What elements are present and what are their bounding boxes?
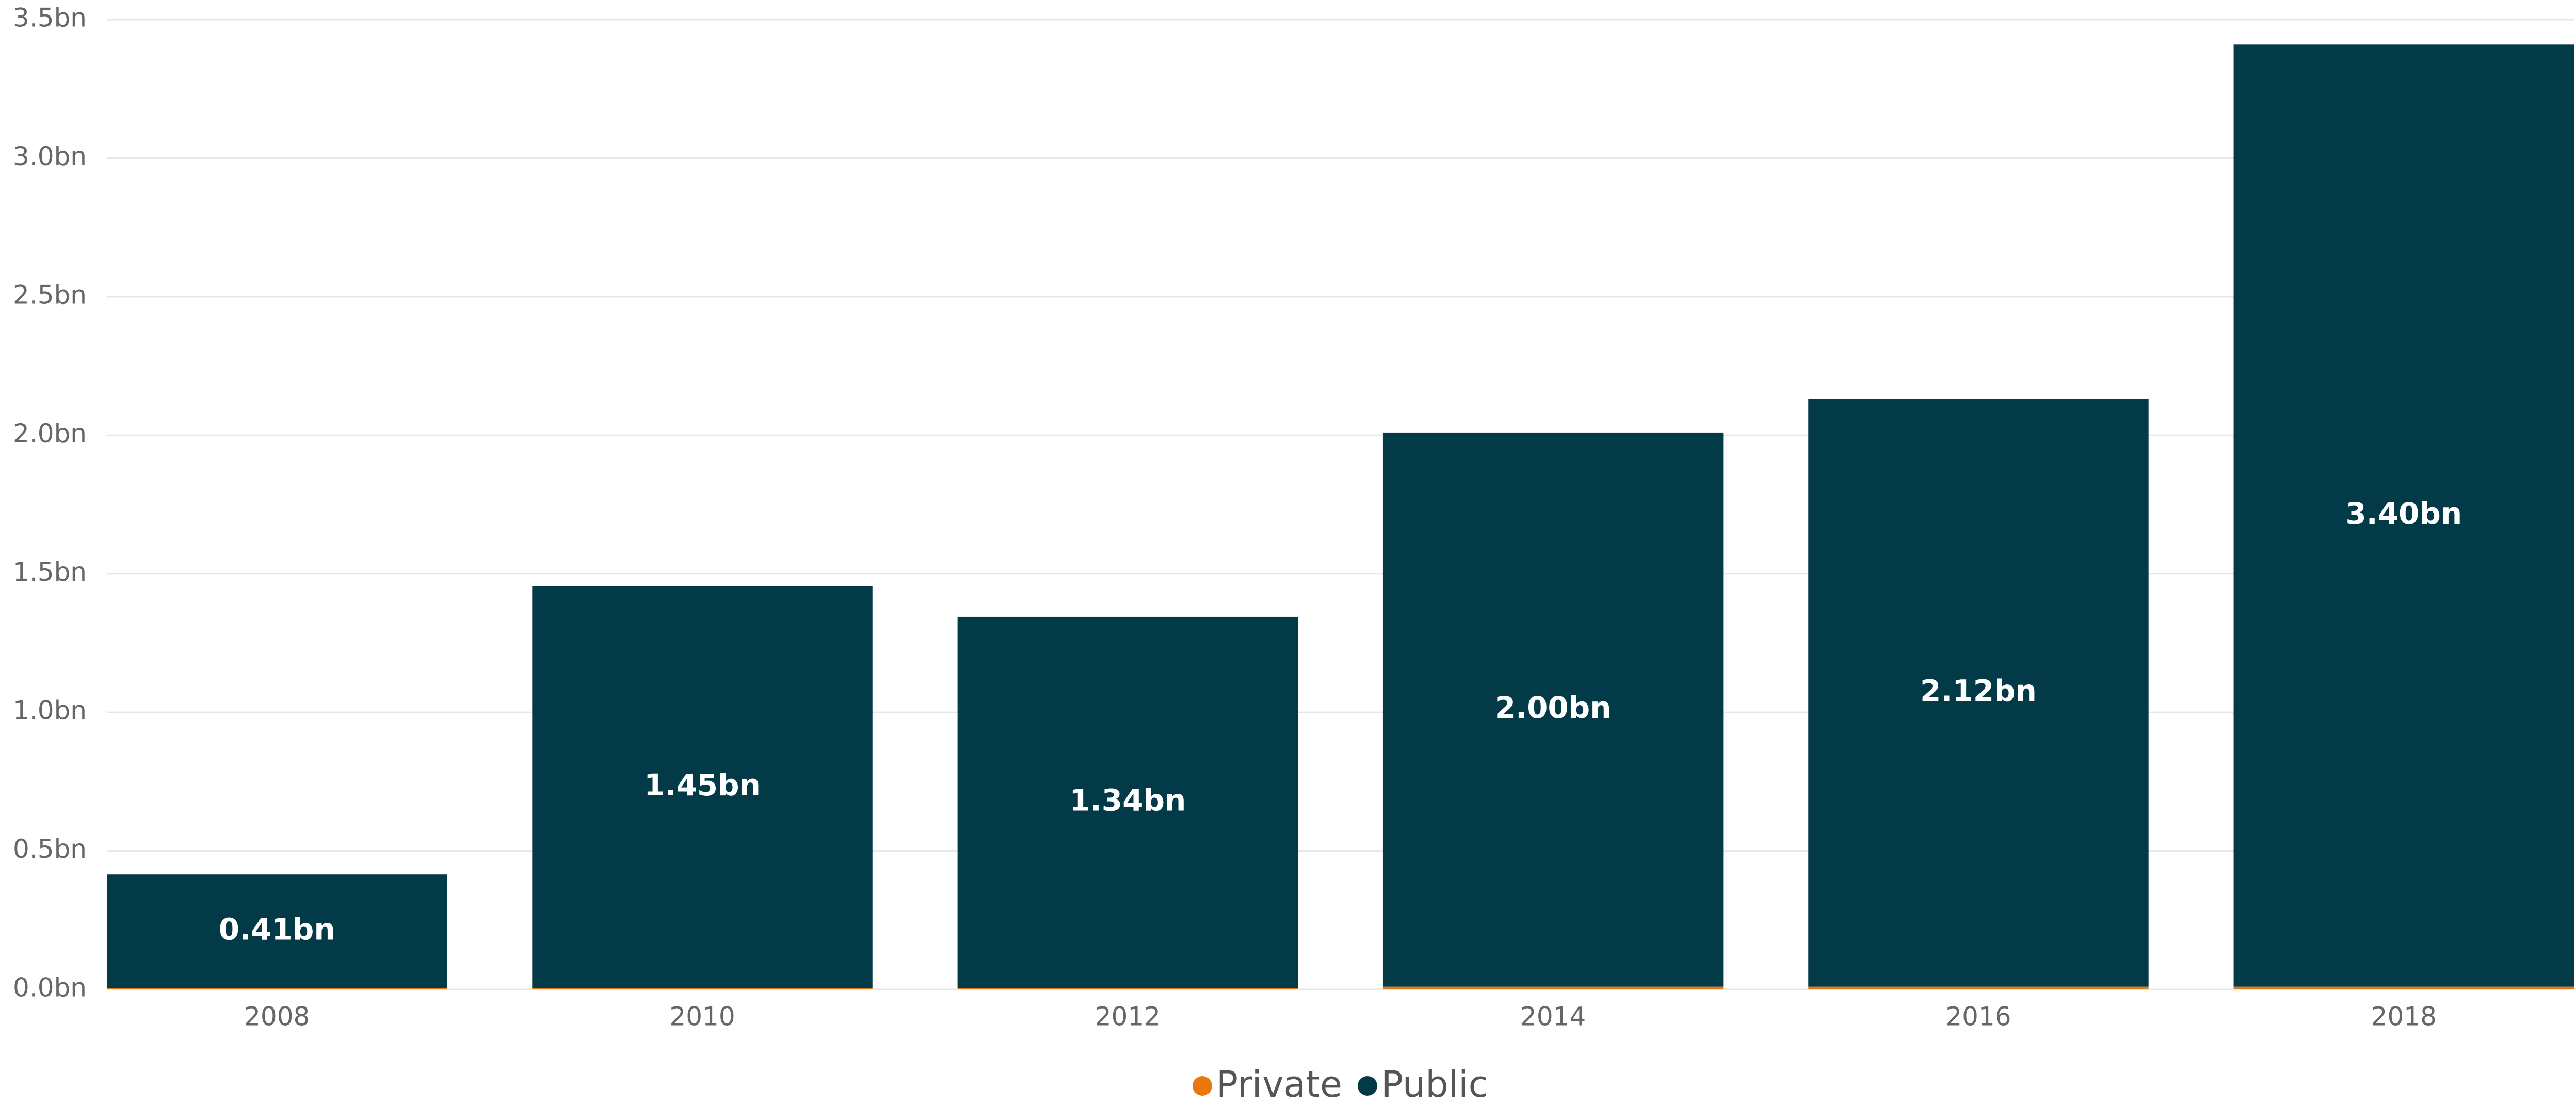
y-tick-label: 1.5bn — [13, 557, 87, 587]
legend-label: Private — [1216, 1063, 1342, 1104]
x-tick-label: 2012 — [1095, 1002, 1161, 1032]
data-label: 2.00bn — [1495, 690, 1612, 725]
y-tick-label: 0.0bn — [13, 973, 87, 1003]
bar-segment — [107, 988, 447, 989]
legend-marker — [1192, 1076, 1212, 1096]
bar-segment — [107, 874, 447, 988]
bar-segment — [532, 988, 873, 989]
y-tick-label: 2.0bn — [13, 419, 87, 449]
bar-segment — [2233, 986, 2574, 989]
bar-segment — [2233, 44, 2574, 987]
data-label: 1.45bn — [644, 767, 761, 803]
data-label: 2.12bn — [1920, 674, 2037, 709]
data-label: 0.41bn — [219, 911, 335, 947]
x-tick-label: 2010 — [669, 1002, 735, 1032]
x-tick-label: 2018 — [2371, 1002, 2437, 1032]
y-tick-label: 1.0bn — [13, 696, 87, 726]
bar-segment — [1382, 432, 1724, 987]
legend-marker — [1357, 1076, 1377, 1096]
y-tick-label: 3.0bn — [13, 141, 87, 171]
y-tick-label: 0.5bn — [13, 834, 87, 864]
x-tick-label: 2014 — [1520, 1002, 1586, 1032]
bar-segment — [1382, 986, 1724, 989]
x-tick-label: 2008 — [244, 1002, 310, 1032]
bar-segment — [957, 616, 1298, 988]
bar-segment — [957, 988, 1298, 989]
data-label: 3.40bn — [2345, 496, 2462, 531]
legend-label: Public — [1381, 1063, 1488, 1104]
bar-segment — [1808, 986, 2149, 989]
x-tick-label: 2016 — [1945, 1002, 2011, 1032]
bar-segment — [532, 586, 873, 988]
data-label: 1.34bn — [1069, 783, 1186, 818]
bar-segment — [1808, 399, 2149, 987]
y-tick-label: 3.5bn — [13, 3, 87, 33]
y-tick-label: 2.5bn — [13, 280, 87, 310]
